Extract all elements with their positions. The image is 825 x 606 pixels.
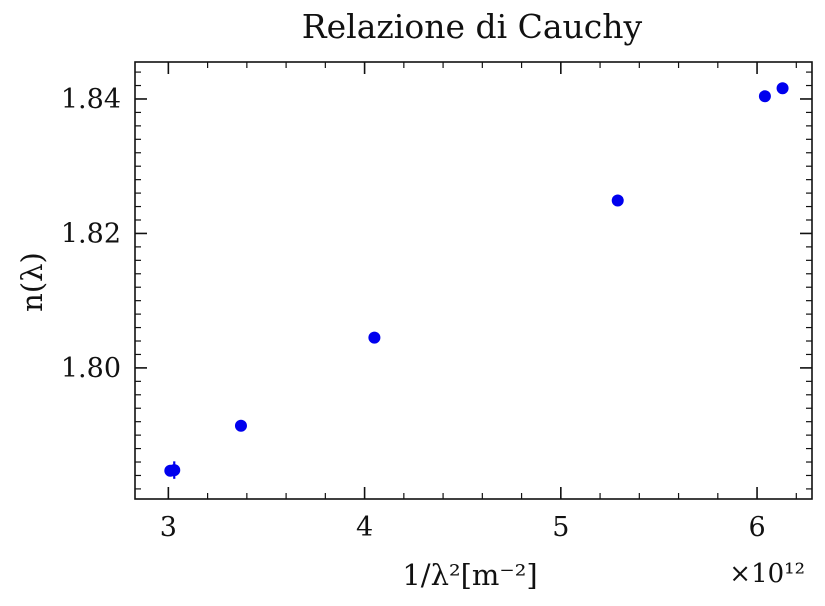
chart-title: Relazione di Cauchy xyxy=(302,7,643,46)
tick-labels: 3 4 5 6 1.80 1.82 1.84 xyxy=(61,84,766,543)
x-tick-label: 4 xyxy=(356,512,373,543)
data-point xyxy=(168,464,181,477)
data-point xyxy=(611,194,624,207)
y-axis-label: n(λ) xyxy=(15,252,49,312)
x-tick-label: 6 xyxy=(748,512,765,543)
x-axis-label: 1/λ²[m⁻²] xyxy=(402,558,537,592)
y-tick-label: 1.84 xyxy=(61,84,121,115)
data-points xyxy=(164,82,789,479)
tick-marks xyxy=(135,62,812,499)
data-point xyxy=(758,90,771,103)
data-point xyxy=(776,82,789,95)
y-tick-label: 1.80 xyxy=(61,353,121,384)
x-tick-label: 3 xyxy=(160,512,177,543)
y-tick-label: 1.82 xyxy=(61,218,121,249)
data-point xyxy=(234,419,247,432)
plot-area xyxy=(134,61,813,500)
x-tick-label: 5 xyxy=(552,512,569,543)
x-axis-offset-label: ×10¹² xyxy=(729,559,805,589)
data-point xyxy=(368,331,381,344)
